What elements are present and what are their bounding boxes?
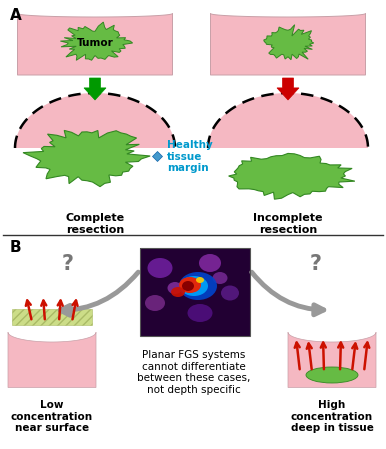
Text: A: A	[10, 8, 22, 23]
Polygon shape	[229, 154, 355, 199]
Ellipse shape	[196, 277, 204, 283]
Text: ?: ?	[62, 254, 74, 274]
Ellipse shape	[179, 272, 217, 300]
Ellipse shape	[180, 276, 208, 296]
Ellipse shape	[182, 281, 194, 291]
Text: High
concentration
deep in tissue: High concentration deep in tissue	[291, 400, 373, 433]
Polygon shape	[288, 332, 376, 387]
Text: Planar FGS systems
cannot differentiate
between these cases,
not depth specific: Planar FGS systems cannot differentiate …	[137, 350, 251, 395]
Text: ?: ?	[310, 254, 322, 274]
Text: B: B	[10, 240, 22, 255]
Polygon shape	[210, 13, 366, 75]
Ellipse shape	[171, 287, 185, 297]
Ellipse shape	[221, 286, 239, 300]
Ellipse shape	[199, 254, 221, 272]
Text: Low
concentration
near surface: Low concentration near surface	[11, 400, 93, 433]
Ellipse shape	[306, 367, 358, 383]
Polygon shape	[264, 25, 314, 60]
Text: Healthy
tissue
margin: Healthy tissue margin	[167, 140, 213, 173]
Bar	[12, 309, 92, 325]
Text: Tumor: Tumor	[77, 38, 113, 48]
Polygon shape	[277, 78, 299, 100]
Bar	[140, 248, 250, 336]
Ellipse shape	[213, 272, 227, 284]
Text: Complete
resection: Complete resection	[66, 213, 125, 234]
Polygon shape	[15, 93, 175, 148]
Ellipse shape	[179, 277, 201, 293]
Polygon shape	[60, 22, 133, 60]
Polygon shape	[8, 332, 96, 387]
Polygon shape	[84, 78, 106, 100]
Ellipse shape	[188, 304, 213, 322]
Text: Incomplete
resection: Incomplete resection	[253, 213, 323, 234]
Polygon shape	[17, 13, 173, 75]
Polygon shape	[23, 130, 150, 187]
Ellipse shape	[145, 295, 165, 311]
Polygon shape	[208, 93, 368, 148]
Ellipse shape	[168, 282, 183, 294]
Bar	[140, 248, 250, 336]
Ellipse shape	[147, 258, 173, 278]
